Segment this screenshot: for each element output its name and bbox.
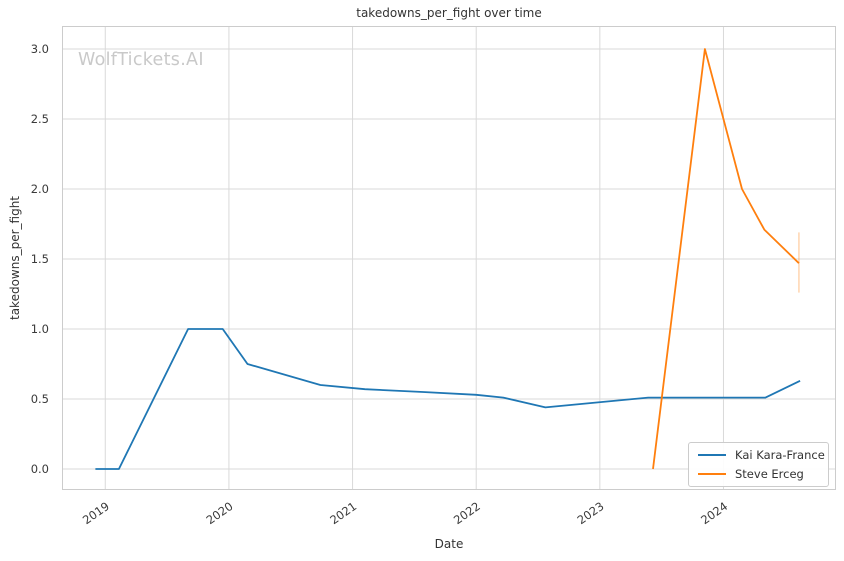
series-line-steve-erceg [652,48,800,470]
y-tick-label: 0.0 [31,462,49,476]
x-axis-label: Date [434,537,464,551]
x-tick-label: 2021 [327,499,359,527]
legend-label: Kai Kara-France [735,448,825,462]
x-tick-label: 2022 [451,499,483,527]
y-tick-label: 2.0 [31,182,49,196]
legend-line-swatch [698,473,726,475]
x-tick-label: 2020 [204,499,236,527]
y-tick-label: 0.5 [31,392,49,406]
watermark: WolfTickets.AI [78,50,204,70]
legend-row: Kai Kara-France [698,448,825,462]
chart-title: takedowns_per_fight over time [356,6,542,20]
legend-label: Steve Erceg [735,467,804,481]
y-tick-label: 2.5 [31,112,49,126]
x-tick-label: 2024 [698,499,730,527]
legend-line-swatch [698,454,726,456]
x-tick-label: 2019 [80,499,112,527]
plot-border [62,26,836,490]
y-tick-label: 1.0 [31,322,49,336]
legend-row: Steve Erceg [698,467,820,481]
series-line-kai-kara-france [95,328,801,470]
y-tick-label: 3.0 [31,42,49,56]
y-tick-label: 1.5 [31,252,49,266]
x-tick-label: 2023 [575,499,607,527]
chart-legend: Kai Kara-France Steve Erceg [688,442,829,487]
y-axis-label: takedowns_per_fight [8,195,22,321]
